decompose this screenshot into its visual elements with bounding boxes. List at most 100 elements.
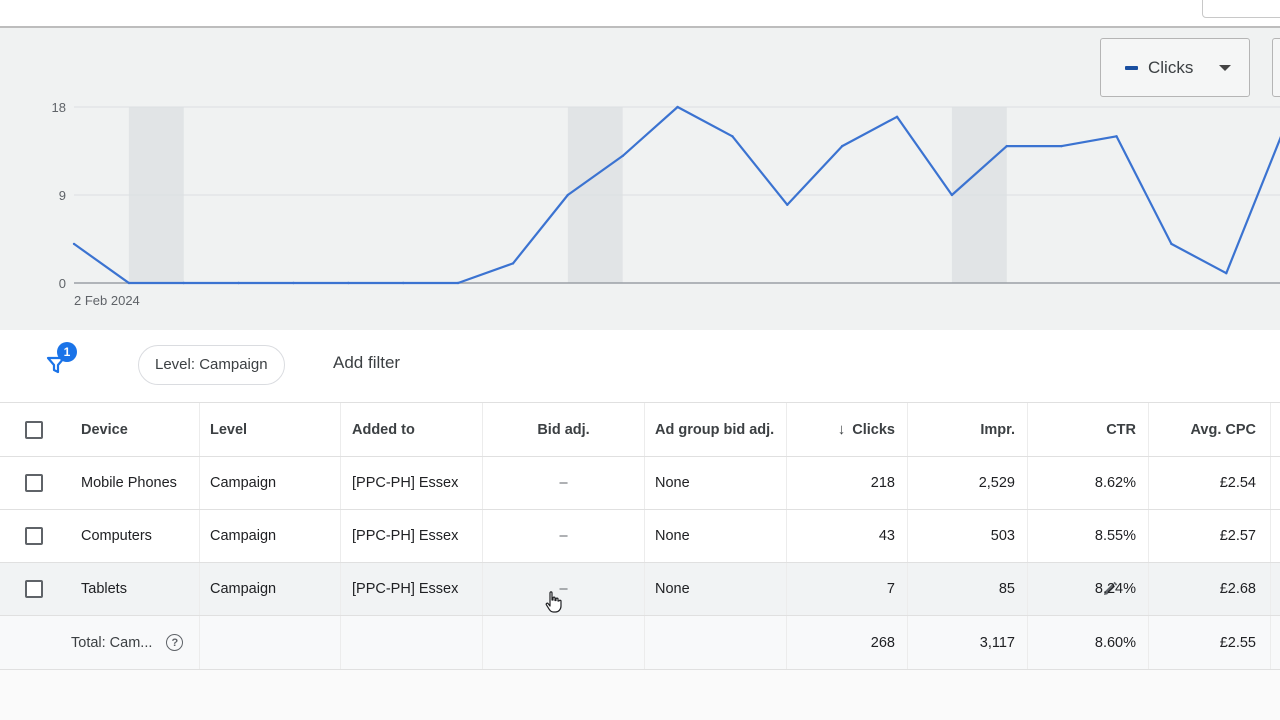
cell-added-to[interactable]: [PPC-PH] Essex <box>341 510 483 562</box>
data-point <box>1005 144 1008 148</box>
second-metric-selector[interactable] <box>1272 38 1280 97</box>
cell-next <box>1271 616 1280 669</box>
performance-chart-panel <box>0 28 1280 330</box>
column-header-ctr[interactable]: CTR <box>1028 403 1149 456</box>
column-header-clicks[interactable]: ↓ Clicks <box>787 403 908 456</box>
total-impr: 3,117 <box>908 616 1028 669</box>
cell-device: Tablets <box>68 563 200 615</box>
cell-clicks: 7 <box>787 563 908 615</box>
cell-impr: 503 <box>908 510 1028 562</box>
devices-table: Device Level Added to Bid adj. Ad group … <box>0 402 1280 671</box>
total-clicks: 268 <box>787 616 908 669</box>
cell-avg-cpc: £2.57 <box>1149 510 1271 562</box>
data-point <box>347 281 350 285</box>
column-header-clicks-label: Clicks <box>852 421 895 438</box>
cell-bid-adj[interactable]: – <box>483 457 645 509</box>
hand-cursor-icon <box>545 591 562 613</box>
cell-next <box>1271 510 1280 562</box>
column-header-device[interactable]: Device <box>68 403 200 456</box>
data-point <box>402 281 405 285</box>
cell-ctr: 8.24% <box>1028 563 1149 615</box>
level-filter-chip[interactable]: Level: Campaign <box>138 345 285 385</box>
data-point <box>292 281 295 285</box>
y-tick-label: 18 <box>52 100 66 115</box>
data-point <box>456 281 460 285</box>
metric-color-swatch <box>1125 65 1138 70</box>
cell-clicks: 43 <box>787 510 908 562</box>
help-icon[interactable]: ? <box>166 634 184 651</box>
cell-avg-cpc: £2.54 <box>1149 457 1271 509</box>
clicks-line-chart: 18 9 0 2 Feb 2024 <box>52 100 1280 308</box>
clicks-series-line <box>73 105 1280 285</box>
data-point <box>950 193 954 197</box>
column-header-bid-adj[interactable]: Bid adj. <box>483 403 645 456</box>
data-point <box>1225 272 1228 275</box>
y-tick-label: 0 <box>59 276 66 291</box>
row-checkbox[interactable] <box>25 580 43 598</box>
total-ctr: 8.60% <box>1028 616 1149 669</box>
data-point <box>731 135 734 138</box>
cell-ctr: 8.62% <box>1028 457 1149 509</box>
bid-adj-value: – <box>559 581 568 597</box>
cell-bid-adj[interactable]: – <box>483 510 645 562</box>
filter-count-badge: 1 <box>57 342 77 362</box>
data-point <box>786 203 789 206</box>
column-header-ad-group-bid-adj[interactable]: Ad group bid adj. <box>645 403 787 456</box>
cell-ad-group-bid-adj: None <box>645 510 787 562</box>
chevron-down-icon <box>1219 64 1232 71</box>
cell-added-to[interactable]: [PPC-PH] Essex <box>341 457 483 509</box>
data-point <box>1115 135 1118 138</box>
edit-pencil-icon[interactable] <box>1101 580 1119 598</box>
cell-clicks: 218 <box>787 457 908 509</box>
row-checkbox-cell <box>0 457 68 509</box>
data-point <box>127 281 131 285</box>
header-checkbox-cell <box>0 403 68 456</box>
cell-ctr: 8.55% <box>1028 510 1149 562</box>
total-avg-cpc: £2.55 <box>1149 616 1271 669</box>
column-header-avg-cpc[interactable]: Avg. CPC <box>1149 403 1271 456</box>
total-label: Total: Cam... <box>71 634 153 651</box>
data-point <box>1060 144 1063 148</box>
cell-next <box>1271 563 1280 615</box>
total-empty-cell <box>200 616 341 669</box>
metric-selector-dropdown[interactable]: Clicks <box>1100 38 1250 97</box>
table-total-row: Total: Cam... ? 268 3,117 8.60% £2.55 <box>0 616 1280 670</box>
data-point <box>182 281 185 285</box>
top-right-control[interactable] <box>1202 0 1280 18</box>
data-point <box>895 115 899 118</box>
cell-next <box>1271 457 1280 509</box>
select-all-checkbox[interactable] <box>25 420 43 439</box>
table-row: Tablets Campaign [PPC-PH] Essex – None 7… <box>0 563 1280 616</box>
row-checkbox-cell <box>0 563 68 615</box>
data-point <box>566 193 570 197</box>
column-header-level[interactable]: Level <box>200 403 341 456</box>
table-header-row: Device Level Added to Bid adj. Ad group … <box>0 403 1280 457</box>
cell-impr: 2,529 <box>908 457 1028 509</box>
column-header-impr[interactable]: Impr. <box>908 403 1028 456</box>
cell-device: Computers <box>68 510 200 562</box>
cell-ad-group-bid-adj: None <box>645 563 787 615</box>
cell-added-to[interactable]: [PPC-PH] Essex <box>341 563 483 615</box>
cell-impr: 85 <box>908 563 1028 615</box>
cell-level: Campaign <box>200 563 341 615</box>
row-checkbox[interactable] <box>25 474 43 492</box>
data-point <box>237 281 240 285</box>
column-header-next <box>1271 403 1280 456</box>
cell-level: Campaign <box>200 510 341 562</box>
y-tick-label: 9 <box>59 188 66 203</box>
data-point <box>1170 242 1173 246</box>
data-point <box>72 242 76 246</box>
total-empty-cell <box>341 616 483 669</box>
row-checkbox[interactable] <box>25 527 43 545</box>
column-header-added-to[interactable]: Added to <box>341 403 483 456</box>
sort-descending-icon: ↓ <box>837 421 846 438</box>
total-empty-cell <box>483 616 645 669</box>
table-row: Mobile Phones Campaign [PPC-PH] Essex – … <box>0 457 1280 510</box>
page-bottom <box>0 670 1280 720</box>
top-toolbar <box>0 0 1280 28</box>
add-filter-button[interactable]: Add filter <box>333 353 401 372</box>
data-point <box>621 154 624 158</box>
cell-bid-adj[interactable]: – <box>483 563 1118 615</box>
metric-selector-label: Clicks <box>1148 57 1194 77</box>
row-checkbox-cell <box>0 510 68 562</box>
